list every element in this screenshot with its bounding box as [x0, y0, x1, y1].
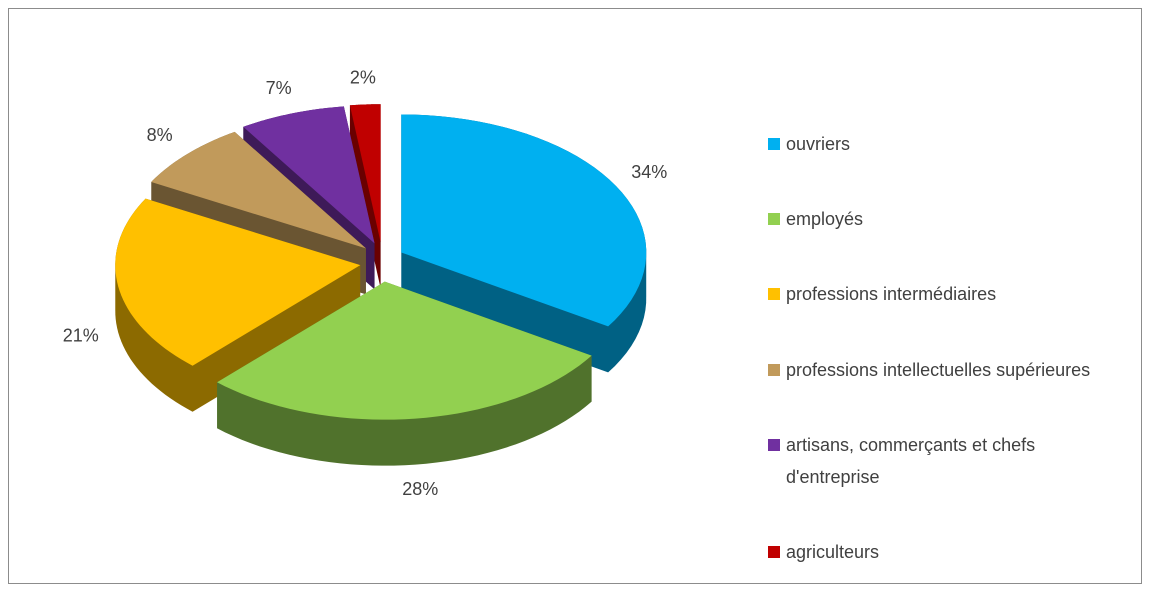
legend-label: artisans, commerçants et chefs d'entrepr… [786, 434, 1036, 487]
data-label: 2% [350, 67, 376, 87]
pie-slice [151, 131, 366, 249]
legend-item: professions intermédiaires [768, 278, 1108, 310]
legend-label: agriculteurs [786, 541, 880, 562]
legend-item: employés [768, 203, 1108, 235]
legend-swatch [768, 213, 780, 226]
pie-slice [217, 281, 592, 420]
data-label: 7% [266, 78, 292, 98]
legend-swatch [768, 545, 780, 558]
legend-label: professions intermédiaires [786, 284, 997, 305]
data-label: 8% [147, 125, 173, 145]
legend-label: professions intellectuelles supérieures [786, 359, 1091, 380]
data-label: 21% [63, 326, 99, 346]
pie-slice [401, 114, 647, 327]
chart-frame [8, 8, 1142, 584]
legend-swatch [768, 438, 780, 451]
legend: ouvriers employés professions intermédiair… [768, 128, 1108, 568]
legend-item: professions intellectuelles supérieures [768, 354, 1108, 386]
legend-label: employés [786, 209, 864, 230]
pie-slice [349, 104, 381, 243]
legend-swatch [768, 288, 780, 301]
data-label: 28% [402, 479, 438, 499]
legend-label: ouvriers [786, 134, 851, 154]
legend-item: ouvriers [768, 128, 1108, 160]
pie-slice [115, 198, 361, 366]
legend-item: artisans, commerçants et chefs d'entrepr… [768, 429, 1108, 493]
data-label: 34% [631, 162, 667, 182]
legend-swatch [768, 363, 780, 376]
pie-slice [243, 106, 375, 244]
legend-item: agriculteurs [768, 536, 1108, 568]
legend-swatch [768, 138, 780, 150]
